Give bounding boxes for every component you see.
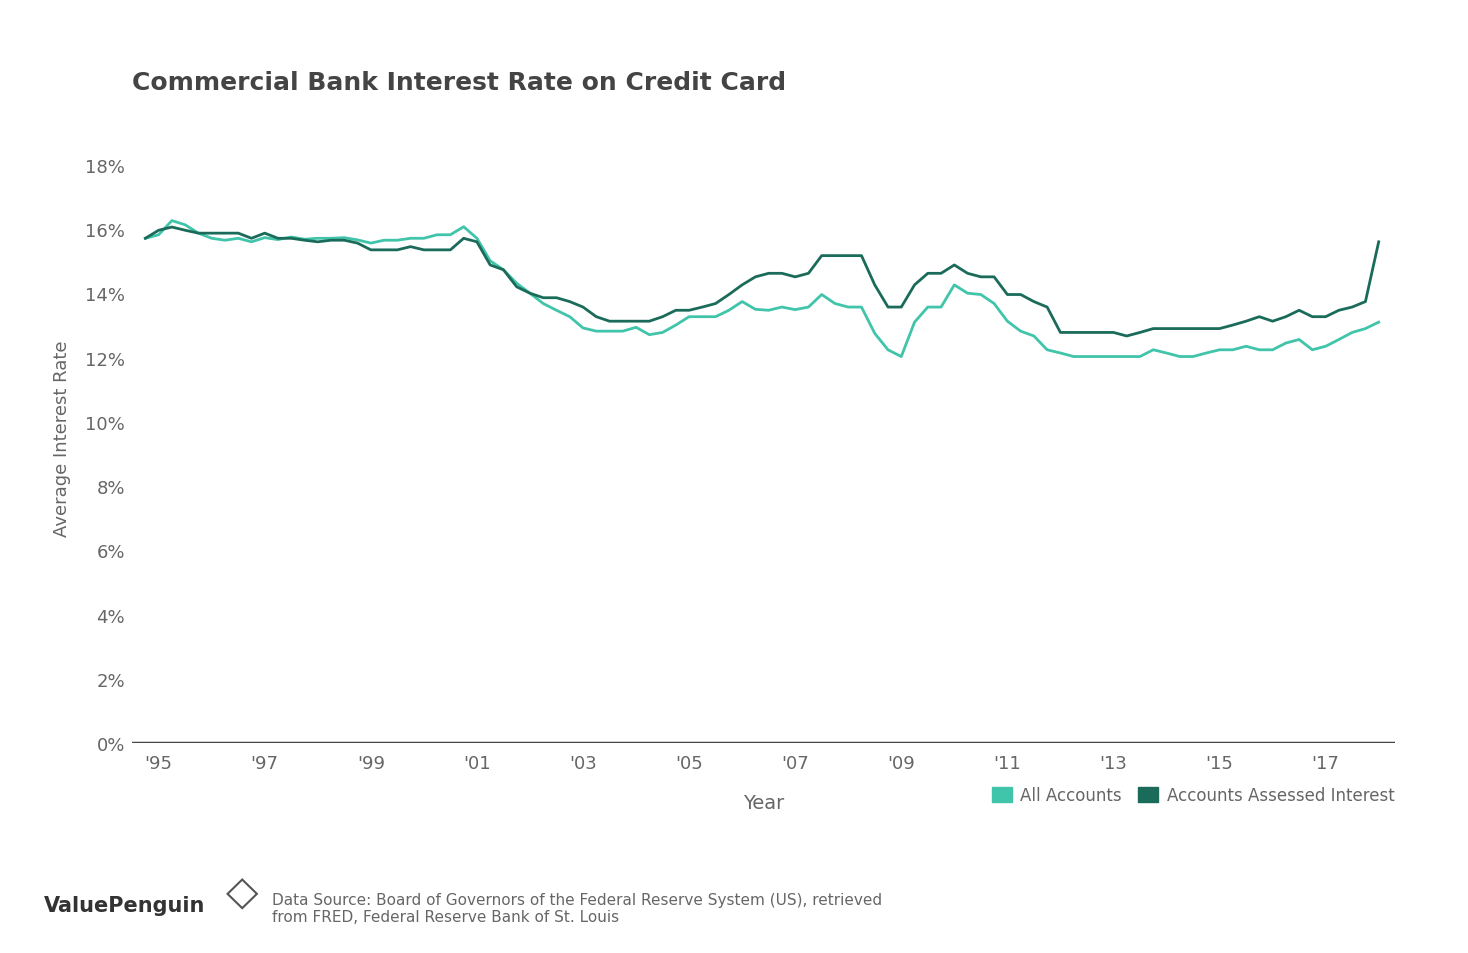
Accounts Assessed Interest xyxy=(363,245,380,256)
All Accounts xyxy=(137,233,154,245)
Line: Accounts Assessed Interest: Accounts Assessed Interest xyxy=(145,228,1378,336)
All Accounts xyxy=(1370,317,1387,329)
All Accounts xyxy=(627,322,644,334)
All Accounts xyxy=(363,238,380,250)
Accounts Assessed Interest xyxy=(468,237,486,249)
Text: Commercial Bank Interest Rate on Credit Card: Commercial Bank Interest Rate on Credit … xyxy=(132,71,787,95)
All Accounts xyxy=(163,215,181,227)
Accounts Assessed Interest xyxy=(137,233,154,245)
Legend: All Accounts, Accounts Assessed Interest: All Accounts, Accounts Assessed Interest xyxy=(985,780,1400,811)
Text: Data Source: Board of Governors of the Federal Reserve System (US), retrieved
fr: Data Source: Board of Governors of the F… xyxy=(272,892,882,924)
Accounts Assessed Interest xyxy=(666,305,684,316)
All Accounts xyxy=(893,352,910,363)
All Accounts xyxy=(1091,352,1108,363)
Accounts Assessed Interest xyxy=(893,302,910,314)
Text: ValuePenguin: ValuePenguin xyxy=(44,895,206,915)
Accounts Assessed Interest xyxy=(163,222,181,233)
All Accounts xyxy=(666,320,684,332)
Accounts Assessed Interest xyxy=(627,316,644,328)
X-axis label: Year: Year xyxy=(743,793,784,812)
Accounts Assessed Interest xyxy=(1119,331,1136,342)
Accounts Assessed Interest xyxy=(1370,237,1387,249)
Y-axis label: Average Interest Rate: Average Interest Rate xyxy=(53,340,72,537)
All Accounts xyxy=(906,317,923,329)
All Accounts xyxy=(468,233,486,245)
Accounts Assessed Interest xyxy=(1078,328,1095,339)
Line: All Accounts: All Accounts xyxy=(145,221,1378,357)
